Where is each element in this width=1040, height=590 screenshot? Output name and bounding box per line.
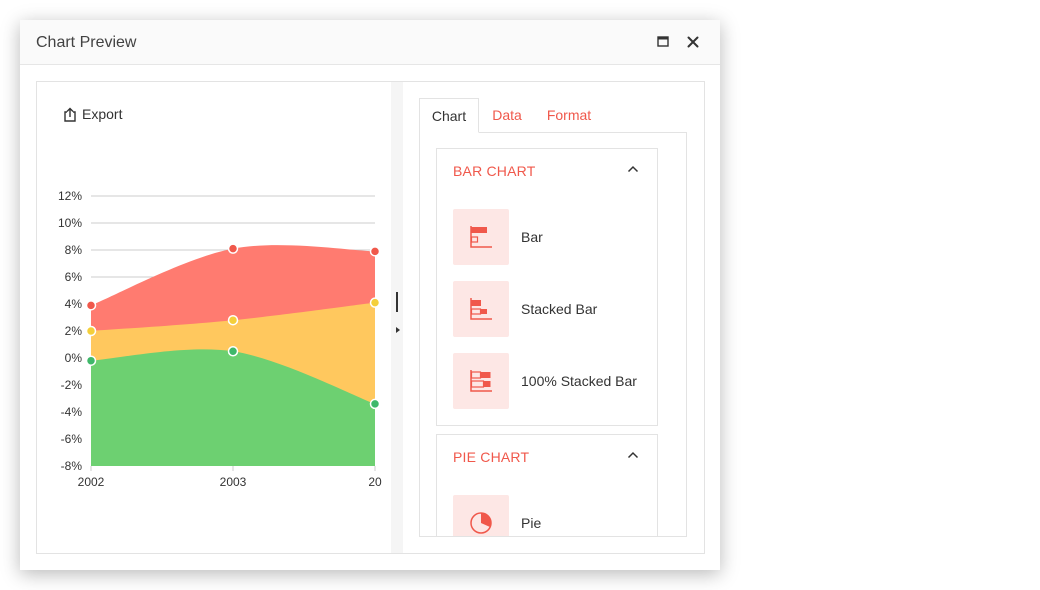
- bar-chart-group-header[interactable]: BAR CHART: [437, 149, 657, 193]
- dialog-titlebar: Chart Preview: [20, 20, 720, 65]
- bar-chart-icon: [453, 209, 509, 265]
- y-tick-label: -6%: [61, 432, 83, 446]
- chart-type-label: Bar: [521, 229, 543, 245]
- pie-chart-group-header[interactable]: PIE CHART: [437, 435, 657, 479]
- chevron-up-icon: [627, 451, 639, 459]
- y-tick-label: -2%: [61, 378, 83, 392]
- x-tick-label: 2002: [78, 475, 105, 489]
- chart-type-label: 100% Stacked Bar: [521, 373, 637, 389]
- marker-red: [85, 300, 97, 311]
- tab-chart[interactable]: Chart: [419, 98, 479, 133]
- pie-chart-group: PIE CHART Pie: [436, 434, 658, 536]
- area-chart: 12% 10% 8% 6% 4% 2% 0% -2% -4% -6% -8% 2002 2003 20: [58, 189, 382, 489]
- chart-type-label: Pie: [521, 515, 542, 531]
- marker-green: [227, 346, 239, 357]
- bar-chart-group: BAR CHART Bar: [436, 148, 658, 426]
- window-maximize-icon: [657, 36, 669, 47]
- tab-data[interactable]: Data: [492, 107, 522, 123]
- marker-red: [227, 243, 239, 254]
- x-tick-label: 2003: [220, 475, 247, 489]
- y-tick-label: -8%: [61, 459, 83, 473]
- chart-wizard-content: Export 12% 10% 8% 6% 4% 2% 0% -2% -4% -6% -8% 2002 2…: [36, 81, 705, 554]
- export-label: Export: [82, 106, 123, 122]
- y-tick-label: 8%: [65, 243, 83, 257]
- marker-green: [369, 398, 381, 410]
- y-tick-label: 10%: [58, 216, 82, 230]
- chart-preview-pane: Export 12% 10% 8% 6% 4% 2% 0% -2% -4% -6% -8% 2002 2…: [37, 82, 391, 553]
- marker-green: [85, 355, 97, 366]
- y-tick-label: 6%: [65, 270, 83, 284]
- splitter-handle[interactable]: [396, 292, 398, 312]
- area-series-green: [91, 349, 375, 466]
- percent-stacked-bar-chart-icon: [453, 353, 509, 409]
- x-tick-label: 20: [368, 475, 382, 489]
- chart-preview-dialog: Chart Preview Export 12% 10% 8% 6% 4% 2% 0% -2%…: [20, 20, 720, 570]
- y-tick-label: -4%: [61, 405, 83, 419]
- settings-tabs: Chart Data Format: [419, 98, 687, 133]
- chart-tab-panel: BAR CHART Bar: [419, 132, 687, 537]
- y-tick-label: 4%: [65, 297, 83, 311]
- export-icon: [64, 107, 76, 122]
- chevron-up-icon: [627, 165, 639, 173]
- marker-red: [369, 246, 381, 257]
- chart-type-stacked-bar[interactable]: Stacked Bar: [453, 281, 653, 337]
- chart-settings-panel: Chart Data Format BAR CHART: [419, 98, 687, 537]
- export-button[interactable]: Export: [63, 106, 122, 122]
- chart-type-100-stacked-bar[interactable]: 100% Stacked Bar: [453, 353, 653, 409]
- group-title-pie-chart: PIE CHART: [453, 449, 530, 465]
- pie-chart-icon: [453, 495, 509, 536]
- dialog-title: Chart Preview: [36, 34, 137, 51]
- maximize-button[interactable]: [653, 32, 673, 52]
- chart-type-pie[interactable]: Pie: [453, 495, 653, 536]
- close-button[interactable]: [683, 32, 703, 52]
- close-icon: [687, 36, 699, 48]
- pane-splitter[interactable]: [391, 82, 403, 553]
- group-title-bar-chart: BAR CHART: [453, 163, 536, 179]
- marker-yellow: [369, 297, 381, 308]
- y-tick-label: 0%: [65, 351, 83, 365]
- tab-format[interactable]: Format: [546, 107, 592, 123]
- y-tick-label: 2%: [65, 324, 83, 338]
- chart-type-bar[interactable]: Bar: [453, 209, 653, 265]
- stacked-bar-chart-icon: [453, 281, 509, 337]
- collapse-arrow-icon[interactable]: [396, 327, 400, 333]
- marker-yellow: [227, 314, 239, 326]
- marker-yellow: [85, 325, 97, 337]
- chart-type-label: Stacked Bar: [521, 301, 598, 317]
- y-tick-label: 12%: [58, 189, 82, 203]
